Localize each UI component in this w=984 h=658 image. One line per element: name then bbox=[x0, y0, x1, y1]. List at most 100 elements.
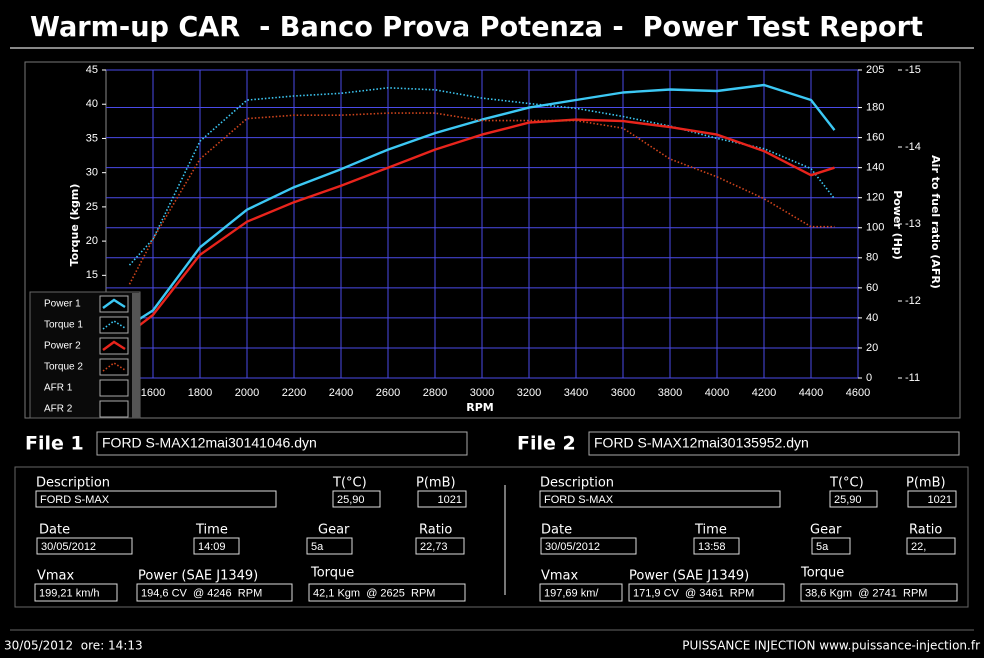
y3-tick-label: -14 bbox=[905, 141, 921, 153]
field-value: 22,73 bbox=[420, 541, 448, 553]
field-value: 25,90 bbox=[337, 494, 365, 506]
legend-label: Torque 2 bbox=[44, 362, 83, 373]
field-value: 194,6 CV @ 4246 RPM bbox=[141, 587, 262, 599]
field-label: Power (SAE J1349) bbox=[629, 569, 749, 584]
field-label: T(°C) bbox=[332, 476, 367, 491]
y-tick-label: 45 bbox=[86, 64, 98, 76]
report-title: Warm-up CAR - Banco Prova Potenza - Powe… bbox=[30, 10, 923, 43]
x-tick-label: 4000 bbox=[705, 387, 729, 399]
x-tick-label: 4600 bbox=[846, 387, 870, 399]
x-tick-label: 4400 bbox=[799, 387, 823, 399]
y2-axis-title: Power (Hp) bbox=[891, 190, 904, 260]
field-value: 197,69 km/ bbox=[544, 587, 599, 599]
field-box bbox=[628, 583, 785, 602]
field-label: Time bbox=[694, 523, 727, 538]
field-label: Torque bbox=[800, 566, 844, 581]
y2-tick-label: 0 bbox=[866, 372, 872, 384]
series-line bbox=[128, 83, 836, 327]
field-label: T(°C) bbox=[829, 476, 864, 491]
field-value: 199,21 km/h bbox=[39, 587, 100, 599]
y-tick-label: 30 bbox=[86, 167, 98, 179]
field-box bbox=[906, 537, 956, 555]
footer-right: PUISSANCE INJECTION www.puissance-inject… bbox=[682, 639, 980, 653]
field-label: Description bbox=[36, 476, 110, 491]
field-box bbox=[308, 583, 466, 602]
y2-tick-label: 180 bbox=[866, 101, 884, 113]
field-value: 22, bbox=[911, 541, 926, 553]
x-tick-label: 1800 bbox=[188, 387, 212, 399]
field-value: 42,1 Kgm @ 2625 RPM bbox=[313, 587, 435, 599]
field-label: Torque bbox=[310, 566, 354, 581]
legend-label: AFR 1 bbox=[44, 383, 73, 394]
x-tick-label: 2400 bbox=[329, 387, 353, 399]
field-label: Date bbox=[541, 523, 572, 538]
y2-tick-label: 160 bbox=[866, 132, 884, 144]
field-box bbox=[415, 537, 465, 555]
field-box bbox=[34, 583, 118, 602]
y2-tick-label: 60 bbox=[866, 282, 878, 294]
legend-swatch bbox=[102, 298, 126, 309]
y-tick-label: 20 bbox=[86, 235, 98, 247]
y3-tick-label: -12 bbox=[905, 295, 921, 307]
field-label: Ratio bbox=[909, 523, 942, 538]
y2-tick-label: 205 bbox=[866, 64, 884, 76]
field-value: 25,90 bbox=[834, 494, 862, 506]
field-value: FORD S-MAX bbox=[40, 494, 110, 506]
field-box bbox=[306, 537, 353, 555]
y3-tick-label: -15 bbox=[905, 64, 921, 76]
field-value: FORD S-MAX bbox=[544, 494, 614, 506]
field-value: 38,6 Kgm @ 2741 RPM bbox=[805, 587, 927, 599]
field-value: 13:58 bbox=[698, 541, 726, 553]
x-tick-label: 3200 bbox=[517, 387, 541, 399]
legend-swatch bbox=[102, 362, 126, 372]
x-tick-label: 1600 bbox=[141, 387, 165, 399]
y3-tick-label: -11 bbox=[905, 372, 920, 384]
legend-swatch-box bbox=[99, 400, 129, 418]
field-label: Vmax bbox=[37, 569, 75, 584]
footer-left: 30/05/2012 ore: 14:13 bbox=[4, 639, 143, 653]
field-label: Gear bbox=[318, 523, 350, 538]
series-line bbox=[128, 87, 836, 266]
legend-label: Power 2 bbox=[44, 341, 81, 352]
field-box bbox=[540, 537, 637, 555]
file-name: FORD S-MAX12mai30141046.dyn bbox=[102, 435, 317, 451]
x-axis-title: RPM bbox=[466, 401, 493, 414]
field-label: Gear bbox=[810, 523, 842, 538]
legend-swatch-box bbox=[99, 337, 129, 355]
y2-tick-label: 140 bbox=[866, 162, 884, 174]
file-name-box bbox=[588, 431, 960, 456]
field-box bbox=[539, 490, 781, 508]
y2-tick-label: 20 bbox=[866, 342, 878, 354]
legend-label: AFR 2 bbox=[44, 404, 73, 415]
field-value: 5a bbox=[311, 541, 324, 553]
file-name-box bbox=[96, 431, 468, 456]
legend-swatch-box bbox=[99, 379, 129, 397]
field-box bbox=[35, 490, 277, 508]
y-tick-label: 25 bbox=[86, 201, 98, 213]
legend-swatch bbox=[102, 320, 126, 330]
field-value: 5a bbox=[816, 541, 829, 553]
x-tick-label: 3800 bbox=[658, 387, 682, 399]
field-box bbox=[332, 490, 381, 508]
field-label: Time bbox=[195, 523, 228, 538]
series-line bbox=[128, 112, 835, 285]
legend-label: Torque 1 bbox=[44, 320, 83, 331]
y-tick-label: 40 bbox=[86, 98, 98, 110]
field-label: Ratio bbox=[419, 523, 452, 538]
y2-tick-label: 100 bbox=[866, 222, 884, 234]
legend-label: Power 1 bbox=[44, 299, 81, 310]
legend-swatch-box bbox=[99, 295, 129, 313]
field-label: Description bbox=[540, 476, 614, 491]
field-value: 14:09 bbox=[198, 541, 226, 553]
legend-swatch-box bbox=[99, 358, 129, 376]
legend-swatch-box bbox=[99, 316, 129, 334]
field-label: Power (SAE J1349) bbox=[138, 569, 258, 584]
field-box bbox=[829, 490, 878, 508]
x-tick-label: 2200 bbox=[282, 387, 306, 399]
y3-axis-title: Air to fuel ratio (AFR) bbox=[929, 155, 942, 289]
file-name: FORD S-MAX12mai30135952.dyn bbox=[594, 435, 809, 451]
y3-tick-label: -13 bbox=[905, 218, 921, 230]
field-box bbox=[193, 537, 240, 555]
x-tick-label: 2000 bbox=[235, 387, 259, 399]
